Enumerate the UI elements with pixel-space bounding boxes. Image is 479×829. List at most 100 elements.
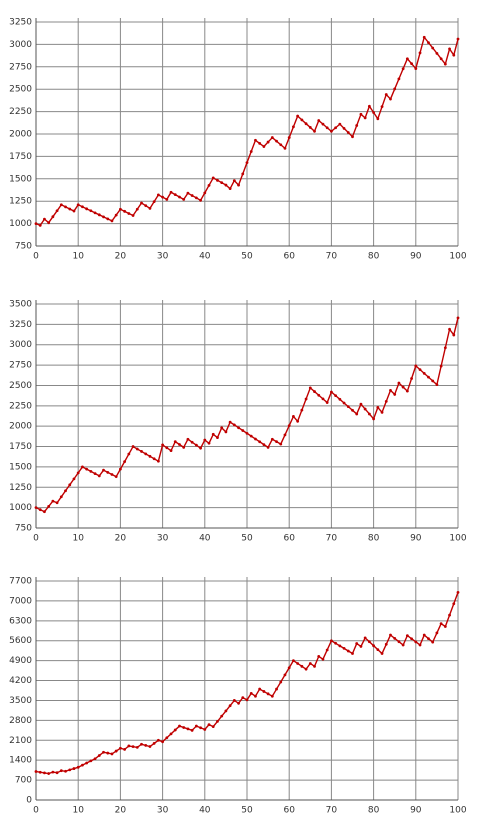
point-marker	[325, 126, 329, 130]
point-marker	[262, 690, 266, 693]
point-marker	[148, 454, 152, 458]
point-marker	[376, 648, 380, 652]
point-marker	[439, 57, 443, 61]
point-marker	[148, 206, 152, 210]
point-marker	[435, 383, 439, 387]
point-marker	[300, 664, 304, 668]
point-marker	[431, 640, 435, 644]
x-tick-label: 100	[449, 534, 466, 544]
point-marker	[211, 725, 215, 729]
x-tick-label: 60	[283, 806, 295, 816]
y-tick-label: 2000	[9, 130, 32, 140]
y-tick-label: 1000	[9, 219, 32, 229]
point-marker	[97, 213, 101, 217]
point-marker	[258, 440, 262, 444]
point-marker	[89, 759, 93, 763]
point-marker	[389, 633, 392, 637]
point-marker	[249, 150, 253, 153]
point-marker	[397, 381, 401, 385]
point-marker	[270, 437, 274, 441]
x-tick-label: 100	[449, 252, 466, 262]
point-marker	[178, 195, 181, 199]
point-marker	[397, 640, 401, 644]
point-marker	[287, 666, 291, 670]
point-marker	[140, 201, 143, 205]
y-tick-label: 2250	[9, 401, 32, 411]
point-marker	[51, 770, 55, 774]
point-marker	[292, 659, 295, 663]
point-marker	[228, 420, 232, 424]
point-marker	[431, 379, 435, 383]
point-marker	[308, 386, 312, 390]
point-marker	[321, 122, 325, 126]
point-marker	[216, 436, 219, 439]
point-marker	[64, 489, 67, 493]
y-tick-label: 3500	[9, 696, 32, 706]
point-marker	[140, 450, 143, 453]
point-marker	[258, 142, 262, 145]
point-marker	[224, 183, 228, 187]
point-marker	[199, 198, 202, 202]
point-marker	[102, 750, 105, 754]
point-marker	[194, 196, 198, 200]
y-tick-label: 2800	[9, 716, 32, 726]
point-marker	[72, 209, 76, 213]
point-marker	[304, 397, 308, 401]
point-marker	[313, 390, 316, 393]
point-marker	[97, 754, 101, 757]
point-marker	[119, 746, 122, 750]
point-marker	[279, 442, 283, 446]
point-marker	[169, 732, 173, 736]
point-marker	[220, 181, 224, 185]
point-marker	[313, 129, 316, 133]
point-marker	[443, 62, 447, 66]
x-tick-label: 80	[368, 252, 380, 262]
point-marker	[321, 657, 325, 661]
point-marker	[435, 51, 439, 55]
point-marker	[254, 138, 257, 142]
point-marker	[414, 640, 418, 644]
y-tick-label: 1250	[9, 197, 32, 207]
point-marker	[47, 772, 51, 775]
y-tick-label: 3000	[9, 40, 32, 50]
point-marker	[249, 434, 253, 438]
point-marker	[384, 642, 388, 646]
point-marker	[283, 146, 287, 150]
y-tick-label: 2000	[9, 422, 32, 432]
y-tick-label: 7000	[9, 596, 32, 606]
point-marker	[182, 726, 186, 729]
point-marker	[355, 412, 359, 416]
y-tick-label: 3000	[9, 340, 32, 350]
point-marker	[292, 415, 295, 418]
point-marker	[199, 446, 202, 450]
point-marker	[194, 443, 198, 447]
point-marker	[275, 687, 278, 691]
y-tick-label: 2750	[9, 62, 32, 72]
point-marker	[254, 437, 257, 441]
point-marker	[47, 505, 51, 508]
point-marker	[43, 771, 46, 775]
x-tick-label: 0	[33, 252, 39, 262]
point-marker	[182, 198, 186, 201]
point-marker	[321, 397, 325, 401]
x-tick-label: 70	[326, 806, 338, 816]
point-marker	[452, 333, 456, 337]
x-tick-label: 40	[199, 534, 211, 544]
point-marker	[296, 114, 300, 118]
point-marker	[144, 743, 148, 747]
point-marker	[241, 696, 245, 700]
point-marker	[152, 457, 156, 461]
point-marker	[38, 770, 42, 774]
point-marker	[186, 191, 190, 195]
point-marker	[351, 652, 354, 655]
point-marker	[144, 452, 148, 456]
point-marker	[308, 662, 312, 665]
point-marker	[330, 129, 333, 133]
x-tick-label: 70	[326, 534, 338, 544]
y-tick-label: 750	[15, 242, 32, 252]
point-marker	[114, 475, 118, 479]
point-marker	[346, 131, 350, 134]
y-tick-label: 2750	[9, 361, 32, 371]
point-marker	[76, 471, 80, 475]
point-marker	[123, 460, 127, 464]
